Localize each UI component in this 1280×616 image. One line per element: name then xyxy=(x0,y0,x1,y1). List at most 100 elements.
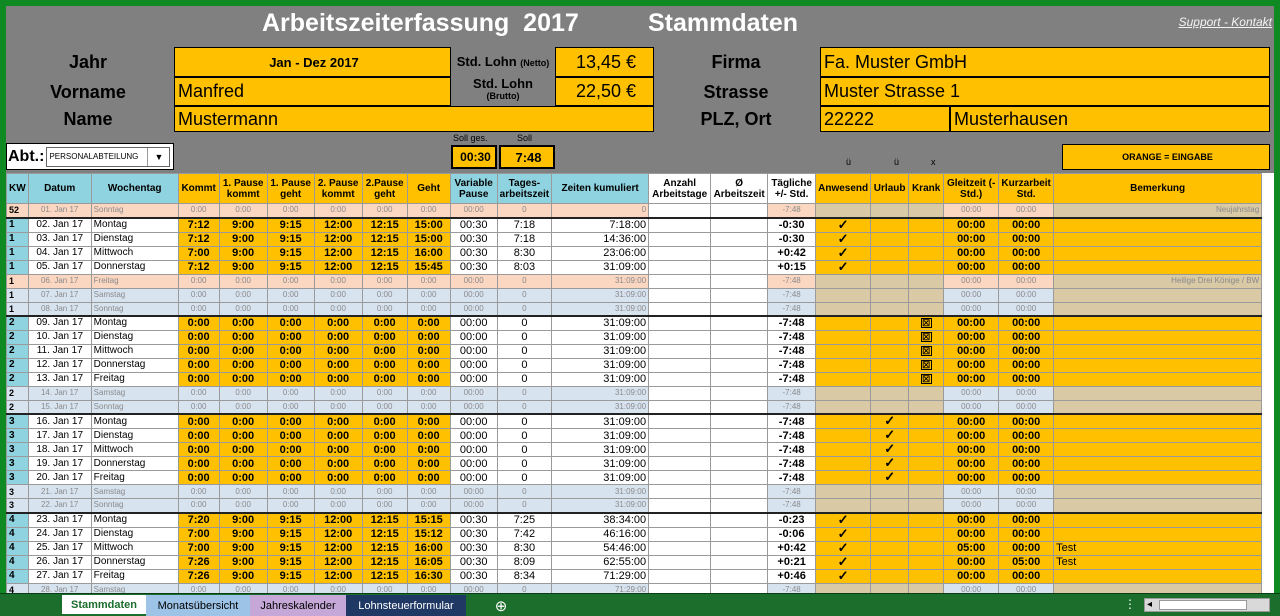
table-cell[interactable]: 0:00 xyxy=(266,315,315,331)
table-cell[interactable]: 0:00 xyxy=(218,203,268,218)
table-cell[interactable]: 0:00 xyxy=(361,315,408,331)
more-icon[interactable]: ⋮ xyxy=(1124,597,1136,611)
table-cell[interactable]: 00:00 xyxy=(998,216,1055,233)
chevron-down-icon[interactable]: ▼ xyxy=(147,147,169,166)
table-cell[interactable]: 00:00 xyxy=(998,442,1055,457)
table-cell[interactable]: 0:00 xyxy=(406,273,451,289)
krank-cell[interactable] xyxy=(908,511,945,528)
gleitzeit-cell[interactable]: 00:00 xyxy=(943,287,1000,303)
gleitzeit-cell[interactable]: 05:00 xyxy=(943,540,1000,556)
table-cell[interactable]: 12:15 xyxy=(361,540,408,556)
table-cell[interactable]: 00:00 xyxy=(998,287,1055,303)
table-cell[interactable]: 00:00 xyxy=(998,511,1055,528)
table-cell[interactable]: 0:00 xyxy=(218,456,268,471)
table-cell[interactable]: 7:26 xyxy=(177,568,220,584)
name-field[interactable]: Mustermann xyxy=(174,106,654,132)
krank-cell[interactable] xyxy=(908,526,945,542)
table-cell[interactable]: 9:00 xyxy=(218,540,268,556)
lohn-brutto-field[interactable]: 22,50 € xyxy=(555,77,654,106)
anwesend-cell[interactable] xyxy=(815,582,872,593)
table-cell[interactable]: 00:00 xyxy=(998,428,1055,443)
table-cell[interactable]: 0:00 xyxy=(406,442,451,457)
horizontal-scrollbar[interactable]: ◂ xyxy=(1144,598,1270,612)
table-cell[interactable]: 0:00 xyxy=(313,385,363,401)
table-cell[interactable]: 9:00 xyxy=(218,245,268,261)
urlaub-cell[interactable]: ✓ xyxy=(870,428,910,443)
krank-cell[interactable] xyxy=(908,582,945,593)
table-cell[interactable]: 0:00 xyxy=(361,329,408,345)
table-cell[interactable]: 16:30 xyxy=(406,568,451,584)
table-cell[interactable]: 15:00 xyxy=(406,231,451,247)
table-cell[interactable]: 0:00 xyxy=(218,399,268,415)
table-cell[interactable]: 0:00 xyxy=(266,498,315,513)
table-cell[interactable]: 00:00 xyxy=(998,413,1055,429)
table-cell[interactable]: 0:00 xyxy=(177,399,220,415)
urlaub-cell[interactable] xyxy=(870,301,910,317)
urlaub-cell[interactable]: ✓ xyxy=(870,470,910,485)
table-cell[interactable]: 0:00 xyxy=(218,357,268,373)
krank-cell[interactable] xyxy=(908,484,945,499)
urlaub-cell[interactable] xyxy=(870,273,910,289)
table-cell[interactable]: 0:00 xyxy=(218,498,268,513)
krank-cell[interactable] xyxy=(908,428,945,443)
bemerkung-cell[interactable] xyxy=(1053,568,1263,584)
bemerkung-cell[interactable] xyxy=(1053,511,1263,528)
table-cell[interactable]: 0:00 xyxy=(266,371,315,387)
anwesend-cell[interactable]: ✓ xyxy=(815,216,872,233)
anwesend-cell[interactable] xyxy=(815,357,872,373)
krank-cell[interactable] xyxy=(908,216,945,233)
urlaub-cell[interactable] xyxy=(870,203,910,218)
krank-cell[interactable] xyxy=(908,259,945,275)
column-header[interactable]: 1. Pause kommt xyxy=(218,173,268,204)
urlaub-cell[interactable] xyxy=(870,371,910,387)
column-header[interactable]: Anwesend xyxy=(815,173,872,204)
table-cell[interactable]: 0:00 xyxy=(406,371,451,387)
gleitzeit-cell[interactable]: 00:00 xyxy=(943,216,1000,233)
table-cell[interactable]: 00:00 xyxy=(998,301,1055,317)
table-cell[interactable]: 0:00 xyxy=(313,357,363,373)
table-cell[interactable]: 0:00 xyxy=(218,287,268,303)
gleitzeit-cell[interactable]: 00:00 xyxy=(943,399,1000,415)
table-cell[interactable]: 9:00 xyxy=(218,231,268,247)
table-cell[interactable]: 0:00 xyxy=(266,484,315,499)
bemerkung-cell[interactable] xyxy=(1053,442,1263,457)
table-cell[interactable]: 00:00 xyxy=(998,582,1055,593)
column-header[interactable]: Gleitzeit (- Std.) xyxy=(943,173,1000,204)
urlaub-cell[interactable] xyxy=(870,315,910,331)
bemerkung-cell[interactable] xyxy=(1053,371,1263,387)
column-header[interactable]: 2.Pause geht xyxy=(361,173,408,204)
urlaub-cell[interactable] xyxy=(870,399,910,415)
scrollbar-thumb[interactable] xyxy=(1159,600,1247,610)
urlaub-cell[interactable] xyxy=(870,231,910,247)
table-cell[interactable]: 0:00 xyxy=(361,357,408,373)
anwesend-cell[interactable] xyxy=(815,484,872,499)
column-header[interactable]: 2. Pause kommt xyxy=(313,173,363,204)
vorname-field[interactable]: Manfred xyxy=(174,77,451,106)
bemerkung-cell[interactable] xyxy=(1053,385,1263,401)
table-cell[interactable]: 0:00 xyxy=(361,582,408,593)
anwesend-cell[interactable] xyxy=(815,498,872,513)
gleitzeit-cell[interactable]: 00:00 xyxy=(943,301,1000,317)
table-cell[interactable]: 15:15 xyxy=(406,511,451,528)
table-cell[interactable]: 0:00 xyxy=(266,287,315,303)
table-cell[interactable]: 15:45 xyxy=(406,259,451,275)
urlaub-cell[interactable] xyxy=(870,484,910,499)
krank-cell[interactable] xyxy=(908,498,945,513)
table-cell[interactable]: 0:00 xyxy=(313,470,363,485)
ort-field[interactable]: Musterhausen xyxy=(950,106,1270,132)
column-header[interactable]: Krank xyxy=(908,173,945,204)
tab-lohnsteuerformular[interactable]: Lohnsteuerformular xyxy=(346,595,466,616)
krank-cell[interactable] xyxy=(908,413,945,429)
table-cell[interactable]: 7:12 xyxy=(177,216,220,233)
table-cell[interactable]: 0:00 xyxy=(313,203,363,218)
table-cell[interactable]: 12:00 xyxy=(313,259,363,275)
table-cell[interactable]: 12:00 xyxy=(313,511,363,528)
table-cell[interactable]: 9:00 xyxy=(218,511,268,528)
table-cell[interactable]: 0:00 xyxy=(313,399,363,415)
table-cell[interactable]: 9:15 xyxy=(266,540,315,556)
table-cell[interactable]: 0:00 xyxy=(177,428,220,443)
column-header[interactable]: Ø Arbeitszeit xyxy=(710,173,769,204)
table-cell[interactable]: 0:00 xyxy=(266,301,315,317)
table-cell[interactable]: 16:05 xyxy=(406,554,451,570)
table-cell[interactable]: 16:00 xyxy=(406,540,451,556)
